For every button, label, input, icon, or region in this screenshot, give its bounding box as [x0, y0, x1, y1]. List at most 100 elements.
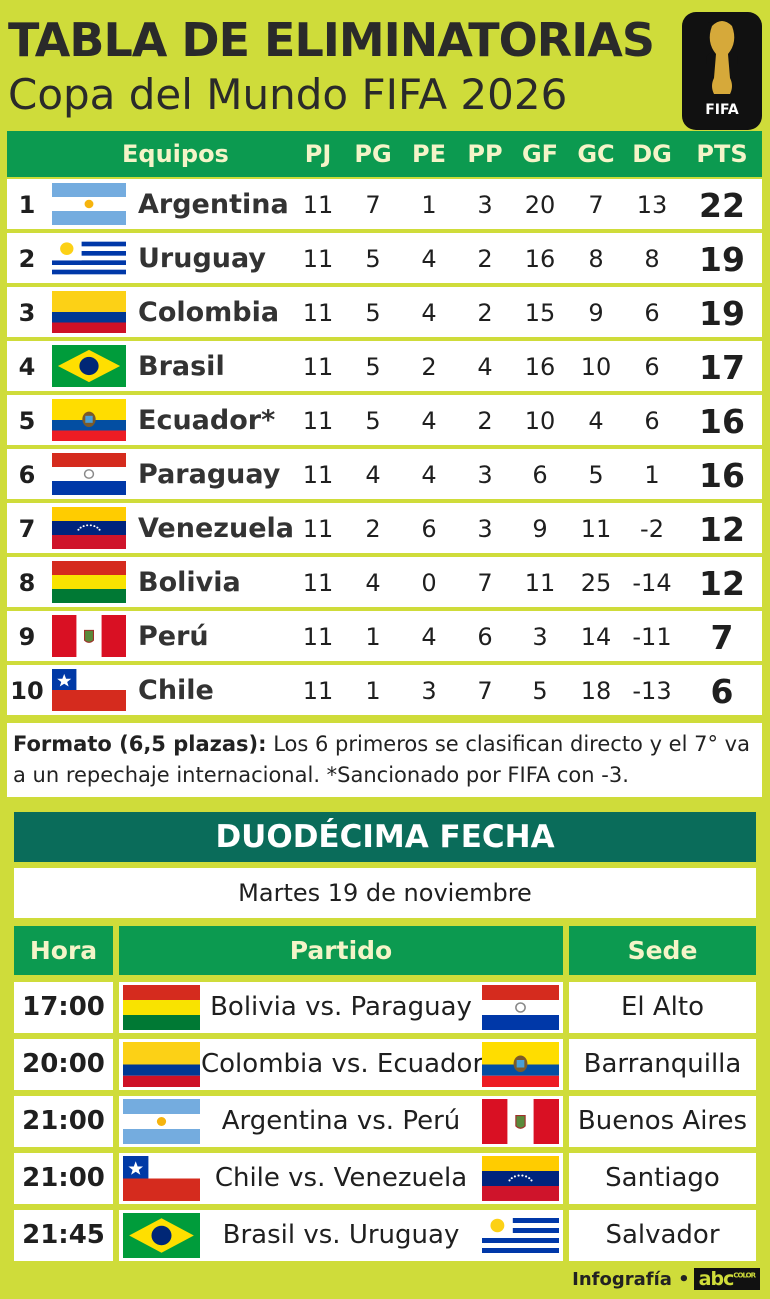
stat-pj: 11 — [302, 191, 334, 219]
team-name: Ecuador* — [138, 405, 276, 436]
col-pts: PTS — [696, 140, 748, 168]
stat-pg: 5 — [365, 353, 381, 381]
match-teams: Colombia vs. Ecuador — [201, 1049, 484, 1079]
match-venue: El Alto — [569, 982, 756, 1033]
standings-header: Equipos PJ PG PE PP GF GC DG PTS — [7, 131, 762, 177]
match-time: 20:00 — [14, 1039, 113, 1090]
stat-pe: 4 — [421, 623, 437, 651]
match-teams: Argentina vs. Perú — [221, 1106, 461, 1136]
stat-pg: 7 — [365, 191, 381, 219]
stat-pts: 6 — [710, 672, 734, 711]
matches-header-sede: Sede — [569, 926, 756, 975]
match-row: 21:00 Chile vs. Venezuela Santiago — [0, 1153, 770, 1204]
page-title: TABLA DE ELIMINATORIAS — [8, 13, 655, 67]
stat-gf: 15 — [524, 299, 556, 327]
table-row: 1 Argentina 11 7 1 3 20 7 13 22 — [7, 179, 762, 229]
stat-gc: 10 — [580, 353, 612, 381]
stat-gc: 5 — [588, 461, 604, 489]
match-row: 21:45 Brasil vs. Uruguay Salvador — [0, 1210, 770, 1261]
footer-credit: Infografía • abcCOLOR — [572, 1268, 760, 1290]
abc-logo: abcCOLOR — [693, 1268, 760, 1290]
stat-gc: 11 — [580, 515, 612, 543]
stat-gc: 25 — [580, 569, 612, 597]
stat-dg: 6 — [644, 353, 660, 381]
stat-pe: 6 — [421, 515, 437, 543]
position: 3 — [18, 299, 36, 327]
match-fixture: Colombia vs. Ecuador — [119, 1039, 563, 1090]
stat-dg: 1 — [644, 461, 660, 489]
flag-peru-icon — [482, 1099, 559, 1144]
match-time: 21:45 — [14, 1210, 113, 1261]
flag-ecuador-icon — [52, 399, 126, 441]
match-teams: Bolivia vs. Paraguay — [210, 992, 472, 1022]
page-subtitle: Copa del Mundo FIFA 2026 — [8, 70, 568, 119]
stat-pg: 1 — [365, 677, 381, 705]
table-row: 4 Brasil 11 5 2 4 16 10 6 17 — [7, 341, 762, 391]
team-name: Brasil — [138, 351, 225, 382]
flag-venezuela-icon — [52, 507, 126, 549]
flag-ecuador-icon — [482, 1042, 559, 1087]
stat-pg: 1 — [365, 623, 381, 651]
stat-pe: 4 — [421, 407, 437, 435]
stat-pts: 16 — [699, 402, 745, 441]
stat-pp: 3 — [477, 191, 493, 219]
flag-paraguay-icon — [482, 985, 559, 1030]
col-gc: GC — [577, 140, 615, 168]
table-row: 7 Venezuela 11 2 6 3 9 11 -2 12 — [7, 503, 762, 553]
fifa-text: FIFA — [705, 102, 739, 118]
col-pg: PG — [354, 140, 392, 168]
flag-chile-icon — [123, 1156, 200, 1201]
table-row: 3 Colombia 11 5 4 2 15 9 6 19 — [7, 287, 762, 337]
stat-pg: 2 — [365, 515, 381, 543]
match-teams: Chile vs. Venezuela — [214, 1163, 468, 1193]
match-venue: Buenos Aires — [569, 1096, 756, 1147]
match-time: 17:00 — [14, 982, 113, 1033]
stat-pe: 1 — [421, 191, 437, 219]
stat-gf: 16 — [524, 353, 556, 381]
stat-pj: 11 — [302, 623, 334, 651]
stat-pg: 4 — [365, 461, 381, 489]
stat-pg: 5 — [365, 407, 381, 435]
position: 6 — [18, 461, 36, 489]
standings-table: 1 Argentina 11 7 1 3 20 7 13 22 2 Uruguay 11 5 4 2 16 8 8 1… — [7, 179, 762, 719]
stat-gf: 5 — [532, 677, 548, 705]
team-name: Perú — [138, 621, 209, 652]
stat-gc: 4 — [588, 407, 604, 435]
stat-pts: 22 — [699, 186, 745, 225]
match-fixture: Chile vs. Venezuela — [119, 1153, 563, 1204]
match-fixture: Brasil vs. Uruguay — [119, 1210, 563, 1261]
table-row: 8 Bolivia 11 4 0 7 11 25 -14 12 — [7, 557, 762, 607]
table-row: 10 Chile 11 1 3 7 5 18 -13 6 — [7, 665, 762, 715]
team-name: Paraguay — [138, 459, 281, 490]
position: 4 — [18, 353, 36, 381]
stat-pp: 2 — [477, 299, 493, 327]
stat-pts: 7 — [710, 618, 734, 657]
stat-pg: 5 — [365, 299, 381, 327]
stat-pp: 3 — [477, 461, 493, 489]
match-venue: Santiago — [569, 1153, 756, 1204]
flag-bolivia-icon — [123, 985, 200, 1030]
match-row: 17:00 Bolivia vs. Paraguay El Alto — [0, 982, 770, 1033]
stat-gf: 10 — [524, 407, 556, 435]
stat-pj: 11 — [302, 569, 334, 597]
stat-pe: 2 — [421, 353, 437, 381]
stat-pp: 7 — [477, 677, 493, 705]
stat-pp: 3 — [477, 515, 493, 543]
match-teams: Brasil vs. Uruguay — [222, 1220, 460, 1250]
stat-gf: 9 — [532, 515, 548, 543]
stat-dg: 8 — [644, 245, 660, 273]
team-name: Bolivia — [138, 567, 241, 598]
format-note: Formato (6,5 plazas): Los 6 primeros se … — [7, 723, 762, 797]
stat-pts: 12 — [699, 564, 745, 603]
col-pj: PJ — [304, 140, 332, 168]
matches-header-hora: Hora — [14, 926, 113, 975]
stat-pe: 3 — [421, 677, 437, 705]
stat-gf: 6 — [532, 461, 548, 489]
stat-pp: 2 — [477, 407, 493, 435]
fifa-world-cup-logo: 2 FIFA — [682, 12, 762, 130]
match-fixture: Bolivia vs. Paraguay — [119, 982, 563, 1033]
stat-pj: 11 — [302, 353, 334, 381]
flag-paraguay-icon — [52, 453, 126, 495]
stat-dg: -2 — [640, 515, 664, 543]
position: 2 — [18, 245, 36, 273]
